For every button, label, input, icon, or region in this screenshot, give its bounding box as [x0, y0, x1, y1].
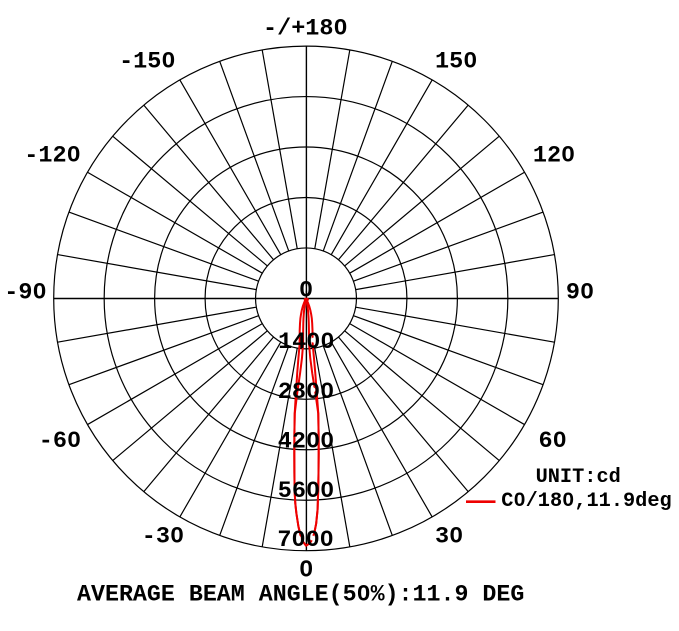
svg-text:150: 150: [435, 48, 477, 75]
svg-text:60: 60: [538, 428, 566, 455]
svg-text:-120: -120: [24, 143, 80, 170]
svg-text:1400: 1400: [278, 329, 334, 356]
svg-text:4200: 4200: [278, 429, 334, 456]
svg-text:30: 30: [435, 524, 463, 551]
svg-text:AVERAGE BEAM ANGLE(50%):11.9 D: AVERAGE BEAM ANGLE(50%):11.9 DEG: [77, 582, 524, 608]
svg-text:C0/180,11.9deg: C0/180,11.9deg: [501, 490, 671, 513]
svg-text:5600: 5600: [278, 478, 334, 505]
svg-text:-150: -150: [119, 48, 175, 75]
svg-text:90: 90: [566, 280, 594, 307]
svg-text:2800: 2800: [278, 379, 334, 406]
svg-text:UNIT:cd: UNIT:cd: [536, 466, 621, 489]
svg-text:0: 0: [299, 558, 313, 585]
svg-text:7000: 7000: [277, 527, 333, 554]
svg-text:-/+180: -/+180: [263, 15, 348, 42]
svg-text:-30: -30: [142, 524, 184, 551]
svg-text:120: 120: [533, 143, 575, 170]
svg-text:-60: -60: [39, 428, 81, 455]
svg-text:-90: -90: [4, 280, 46, 307]
